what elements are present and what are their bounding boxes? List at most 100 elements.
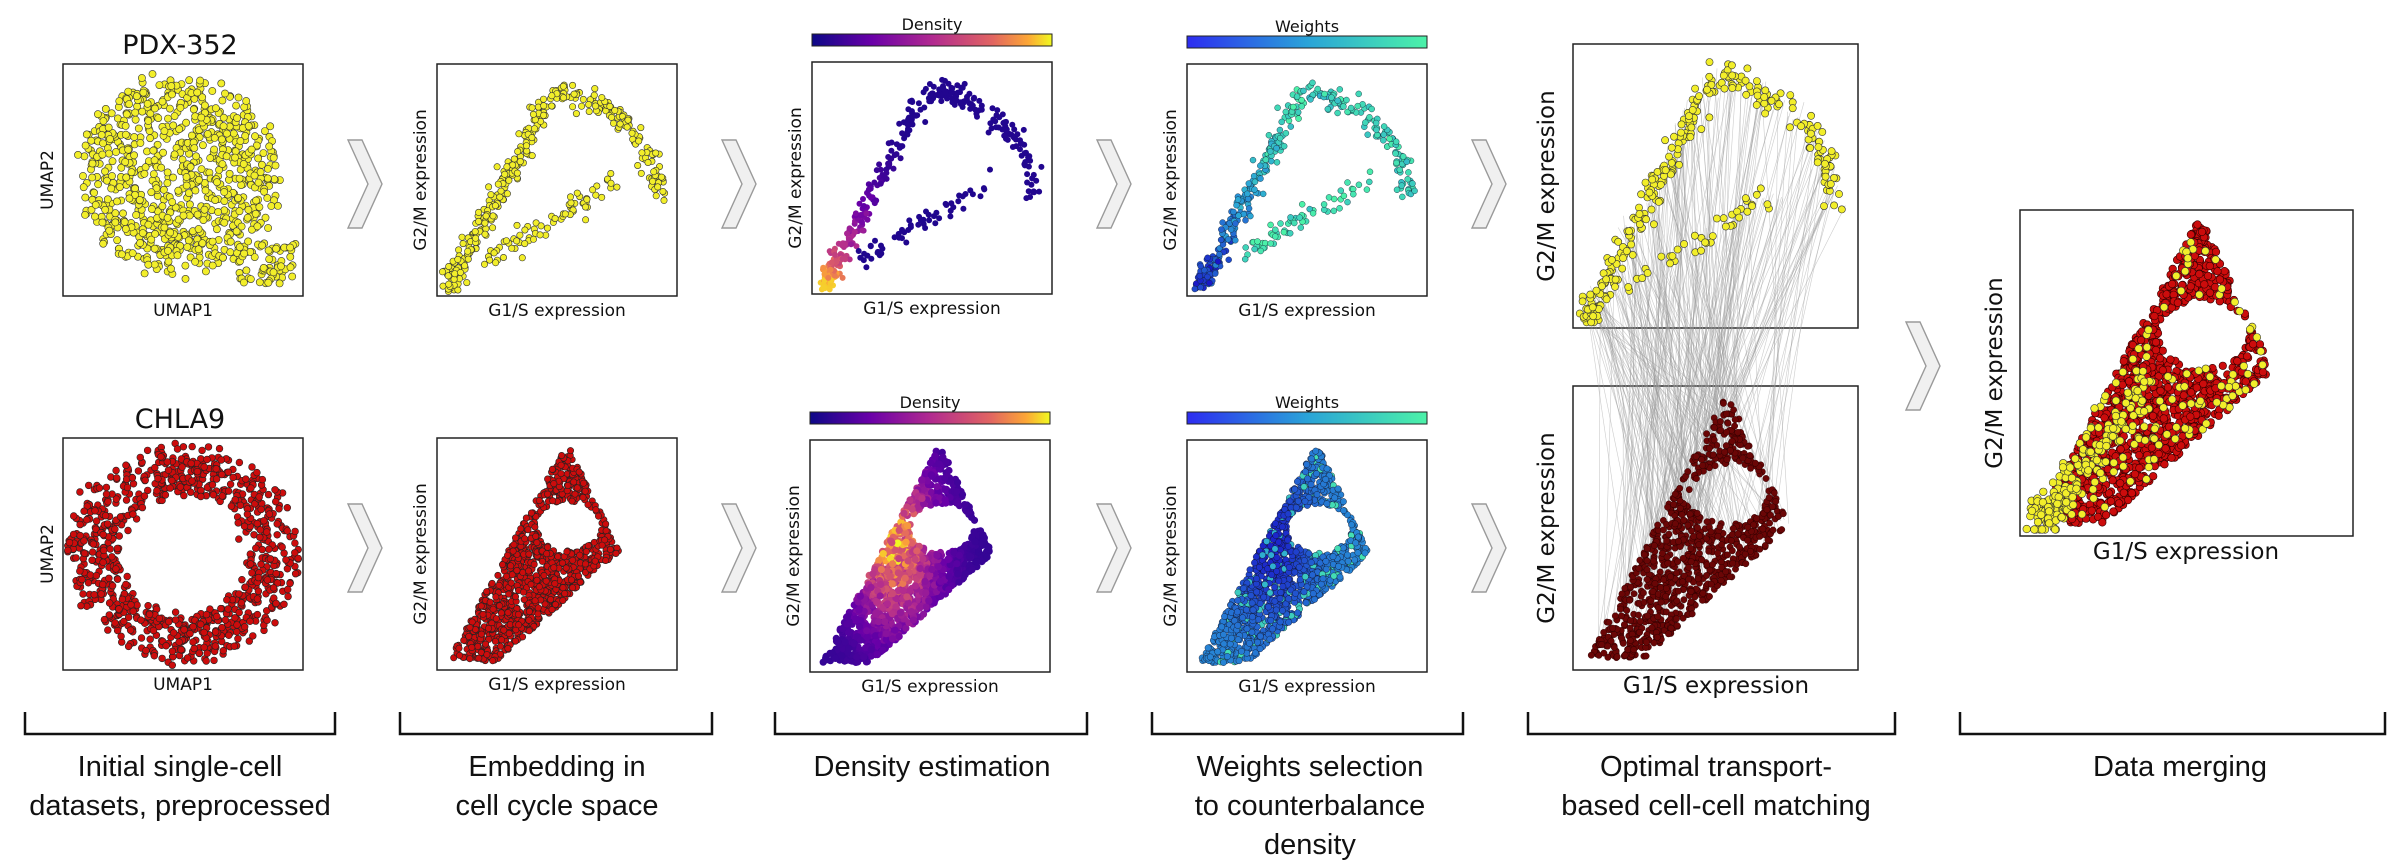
y-axis-label: G2/M expression [784,485,804,627]
cell-point [985,543,993,551]
cell-point [482,212,490,220]
cell-point [175,638,183,646]
cell-point [181,274,190,283]
cell-point [1023,195,1030,202]
cell-point [936,577,945,585]
cell-point [259,263,268,272]
cell-point [134,467,143,475]
cell-point [194,175,203,184]
cell-point [885,154,892,160]
cell-point [286,579,294,588]
cell-point [634,162,642,170]
cell-point [76,520,84,529]
cell-point [977,193,984,200]
y-axis-label: UMAP2 [38,524,58,584]
cell-point [263,528,271,536]
cell-point [121,224,130,233]
cell-point [256,526,264,534]
cell-point [79,172,87,180]
cell-point [863,627,871,635]
cell-point [115,97,124,105]
cell-point [197,165,206,173]
cell-point [165,104,174,113]
cell-point [256,533,264,541]
cell-point [140,492,149,500]
cell-point [532,532,540,540]
cell-point [88,548,97,556]
cell-point [163,168,172,177]
x-axis-label: UMAP1 [153,301,213,321]
cell-point [580,479,588,487]
cell-point [108,581,117,590]
cell-point [218,253,227,262]
cell-point [247,484,255,492]
cell-point [855,623,864,631]
cell-point [513,221,521,229]
cell-point [987,120,994,127]
cell-point [521,226,529,234]
cell-point [510,155,518,163]
cell-point [894,569,902,577]
cell-point [585,101,593,109]
cell-point [567,576,575,584]
cell-point [926,217,933,224]
cell-point [283,527,291,535]
cell-point [183,654,192,662]
cell-point [831,654,840,663]
cell-point [543,224,551,232]
cell-point [283,504,291,512]
cell-point [921,577,929,586]
cell-point [168,90,176,99]
weights-panel-pdx: Weights G1/S expression G2/M expression [1161,17,1428,321]
cell-point [953,560,961,568]
cell-point [265,545,273,553]
cell-point [123,483,132,492]
cell-point [235,535,243,543]
cell-point [855,248,862,254]
cell-point [507,562,515,570]
cell-point [170,150,179,159]
cell-point [188,442,196,451]
cell-point [863,210,870,217]
cell-point [1020,126,1027,133]
cell-point [860,257,867,264]
cell-point [540,102,548,110]
cell-point [256,168,265,176]
cell-point [871,179,878,186]
cell-point [210,656,218,665]
cell-point [520,596,528,604]
cell-point [150,104,159,113]
cell-point [167,264,175,273]
cell-point [157,453,165,461]
cell-point [872,237,878,244]
cell-point [503,190,511,198]
cell-point [258,475,267,484]
cell-point [136,453,145,462]
cell-point [616,120,624,128]
cell-point [81,141,90,150]
cell-point [820,284,827,291]
cell-point [269,153,278,162]
cell-point [131,115,140,124]
cell-point [127,601,135,609]
cell-point [569,584,577,592]
cell-point [1014,131,1021,138]
cell-point [594,512,602,520]
cell-point [104,498,112,506]
cell-point [264,278,273,287]
cell-point [947,213,954,220]
cell-point [193,467,202,476]
cell-point [581,487,589,495]
cell-point [492,593,500,601]
cell-point [82,130,91,139]
cell-point [868,255,875,262]
cell-point [226,480,235,488]
cell-point [557,470,565,478]
cell-point [598,541,606,549]
cell-point [461,262,469,270]
cell-point [852,615,860,623]
cell-point [891,626,899,634]
cell-point [515,621,523,629]
cell-point [120,218,129,226]
cell-point [848,241,855,248]
